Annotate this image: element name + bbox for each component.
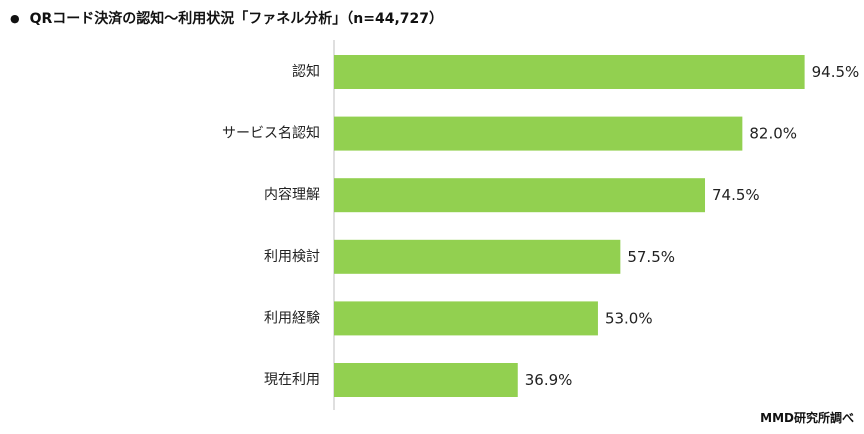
data-label: 53.0%	[605, 309, 653, 327]
data-label: 74.5%	[712, 186, 760, 204]
bars-group: 認知 94.5% サービス名認知 82.0% 内容理解 74.5% 利用検討 57.5% 利用経…	[222, 55, 859, 397]
data-label: 57.5%	[627, 248, 675, 266]
bar	[334, 116, 743, 151]
bar	[334, 239, 621, 274]
category-label: 利用経験	[264, 310, 320, 326]
category-label: 現在利用	[264, 372, 320, 388]
bar	[334, 363, 518, 397]
category-label: 認知	[292, 63, 320, 80]
chart-title-text: QRコード決済の認知～利用状況「ファネル分析」（n=44,727）	[29, 11, 444, 27]
data-label: 82.0%	[749, 125, 797, 143]
bar	[334, 55, 805, 89]
data-label: 94.5%	[812, 63, 860, 81]
category-label: サービス名認知	[222, 125, 320, 142]
title-bullet: ●	[10, 12, 20, 25]
source-note: MMD研究所調べ	[760, 411, 854, 425]
category-label: 利用検討	[264, 249, 320, 265]
bar	[334, 178, 706, 213]
bar	[334, 301, 598, 336]
chart-title: ● QRコード決済の認知～利用状況「ファネル分析」（n=44,727）	[10, 8, 443, 28]
data-label: 36.9%	[525, 371, 573, 389]
category-label: 内容理解	[264, 186, 320, 203]
